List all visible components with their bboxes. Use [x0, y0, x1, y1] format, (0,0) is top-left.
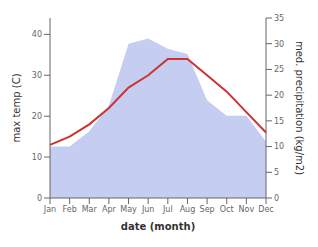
- svg-text:May: May: [120, 205, 137, 214]
- svg-text:0: 0: [37, 194, 42, 203]
- svg-text:Sep: Sep: [200, 205, 215, 214]
- svg-text:max temp (C): max temp (C): [11, 73, 22, 142]
- svg-text:date (month): date (month): [121, 221, 195, 232]
- svg-text:Apr: Apr: [102, 205, 117, 214]
- svg-text:Nov: Nov: [239, 205, 255, 214]
- svg-text:Mar: Mar: [82, 205, 98, 214]
- svg-text:20: 20: [32, 112, 42, 121]
- svg-text:15: 15: [274, 117, 284, 126]
- svg-text:25: 25: [274, 65, 284, 74]
- svg-text:35: 35: [274, 14, 284, 23]
- svg-text:med. precipitation (kg/m2): med. precipitation (kg/m2): [294, 41, 305, 175]
- svg-text:0: 0: [274, 194, 279, 203]
- svg-text:10: 10: [32, 153, 42, 162]
- svg-text:20: 20: [274, 91, 284, 100]
- svg-text:10: 10: [274, 142, 284, 151]
- svg-text:40: 40: [32, 30, 42, 39]
- svg-text:Oct: Oct: [220, 205, 234, 214]
- svg-text:30: 30: [274, 40, 284, 49]
- svg-text:Dec: Dec: [258, 205, 273, 214]
- svg-text:5: 5: [274, 168, 279, 177]
- svg-text:Jun: Jun: [141, 205, 155, 214]
- svg-text:Jan: Jan: [43, 205, 56, 214]
- svg-text:Jul: Jul: [162, 205, 173, 214]
- svg-text:30: 30: [32, 71, 42, 80]
- svg-text:Aug: Aug: [180, 205, 196, 214]
- svg-text:Feb: Feb: [63, 205, 77, 214]
